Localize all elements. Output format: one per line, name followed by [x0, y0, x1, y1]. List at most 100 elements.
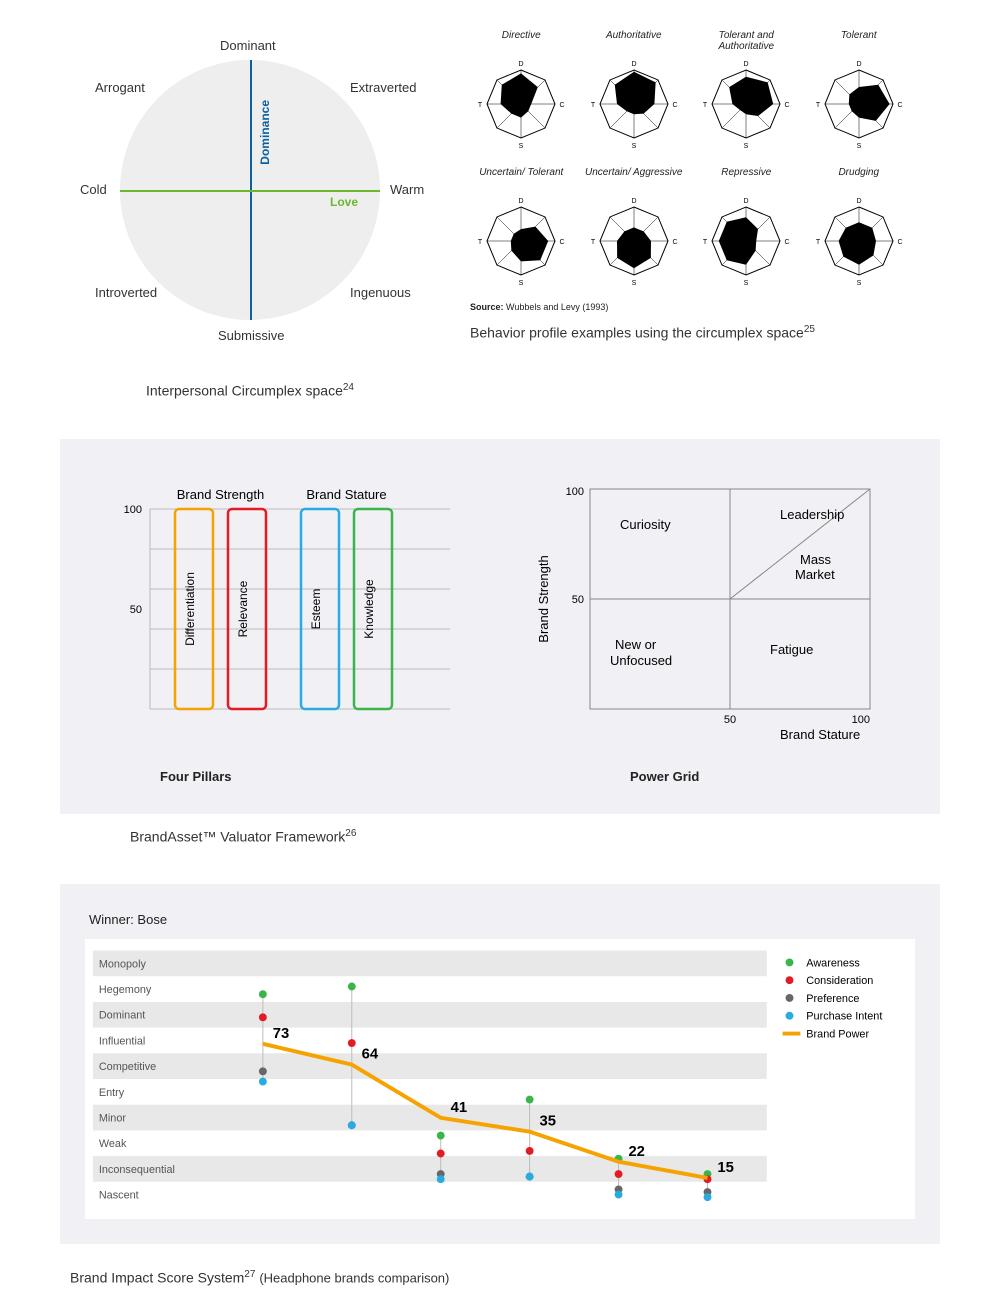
svg-text:Dominant: Dominant	[99, 1010, 145, 1022]
svg-text:Inconsequential: Inconsequential	[99, 1164, 175, 1176]
svg-text:C: C	[560, 102, 565, 109]
svg-text:S: S	[744, 143, 749, 150]
svg-text:Fatigue: Fatigue	[770, 642, 813, 657]
impact-panel: Winner: Bose Monopoly Hegemony Dominant Inf…	[60, 884, 940, 1244]
svg-text:S: S	[631, 143, 636, 150]
radar-profiles: DirectiveDCSTAuthoritativeDCSTTolerant a…	[470, 30, 910, 399]
svg-text:100: 100	[566, 486, 584, 498]
radar-repressive: RepressiveDCST	[695, 167, 798, 294]
svg-text:Weak: Weak	[99, 1138, 127, 1150]
svg-text:Consideration: Consideration	[806, 975, 873, 987]
powergrid-title: Power Grid	[630, 769, 900, 784]
svg-text:C: C	[897, 102, 902, 109]
svg-text:T: T	[816, 239, 821, 246]
pillars-title: Four Pillars	[160, 769, 460, 784]
impact-caption: Brand Impact Score System27 (Headphone b…	[70, 1269, 940, 1286]
svg-text:15: 15	[717, 1160, 733, 1176]
circumplex-diagram: Dominance Love Dominant Submissive Cold …	[60, 30, 440, 399]
brandasset-panel: 50 100 Differentiation Relevance Brand Stren…	[60, 439, 940, 814]
label-tl: Arrogant	[95, 80, 145, 95]
svg-text:Brand Strength: Brand Strength	[177, 487, 264, 502]
svg-text:50: 50	[130, 604, 142, 616]
svg-text:Market: Market	[795, 567, 835, 582]
svg-text:50: 50	[572, 594, 584, 606]
svg-text:C: C	[672, 102, 677, 109]
svg-text:Brand Power: Brand Power	[806, 1029, 869, 1041]
svg-text:Preference: Preference	[806, 993, 859, 1005]
svg-text:S: S	[744, 280, 749, 287]
svg-text:Leadership: Leadership	[780, 507, 844, 522]
svg-text:73: 73	[273, 1026, 289, 1042]
svg-text:Brand Stature: Brand Stature	[306, 487, 386, 502]
svg-text:D: D	[631, 198, 636, 205]
svg-text:Brand Stature: Brand Stature	[780, 727, 860, 742]
label-left: Cold	[80, 182, 107, 197]
radar-drudging: DrudgingDCST	[808, 167, 911, 294]
svg-text:Monopoly: Monopoly	[99, 959, 147, 971]
svg-text:D: D	[519, 198, 524, 205]
radar-uncertain-tolerant: Uncertain/ TolerantDCST	[470, 167, 573, 294]
svg-text:Awareness: Awareness	[806, 958, 860, 970]
svg-text:T: T	[703, 239, 708, 246]
dominance-axis-label: Dominance	[258, 100, 272, 165]
svg-text:New or: New or	[615, 637, 657, 652]
svg-text:35: 35	[540, 1114, 556, 1130]
svg-text:C: C	[560, 239, 565, 246]
radar-source: Source: Wubbels and Levy (1993)	[470, 302, 910, 312]
power-grid-chart: CuriosityLeadershipMassMarketNew orUnfoc…	[520, 469, 900, 784]
radar-caption: Behavior profile examples using the circ…	[470, 324, 910, 341]
label-right: Warm	[390, 182, 424, 197]
svg-text:D: D	[856, 61, 861, 68]
svg-text:T: T	[703, 102, 708, 109]
svg-text:D: D	[856, 198, 861, 205]
svg-text:Esteem: Esteem	[309, 588, 323, 629]
svg-text:Relevance: Relevance	[236, 580, 250, 637]
svg-text:S: S	[856, 143, 861, 150]
svg-text:D: D	[631, 61, 636, 68]
svg-text:T: T	[591, 102, 596, 109]
radar-directive: DirectiveDCST	[470, 30, 573, 157]
svg-text:S: S	[519, 143, 524, 150]
svg-text:100: 100	[124, 504, 142, 516]
svg-text:T: T	[591, 239, 596, 246]
svg-text:Differentiation: Differentiation	[183, 572, 197, 646]
svg-text:C: C	[672, 239, 677, 246]
svg-text:C: C	[785, 239, 790, 246]
svg-text:C: C	[785, 102, 790, 109]
svg-text:Purchase Intent: Purchase Intent	[806, 1011, 882, 1023]
svg-text:Knowledge: Knowledge	[362, 579, 376, 639]
love-axis	[120, 190, 380, 192]
svg-text:D: D	[519, 61, 524, 68]
brandasset-caption: BrandAsset™ Valuator Framework26	[130, 828, 940, 845]
svg-text:Competitive: Competitive	[99, 1061, 156, 1073]
label-br: Ingenuous	[350, 285, 411, 300]
svg-text:Curiosity: Curiosity	[620, 517, 671, 532]
winner-line: Winner: Bose	[89, 912, 915, 927]
svg-text:Minor: Minor	[99, 1113, 127, 1125]
svg-text:T: T	[478, 239, 483, 246]
label-tr: Extraverted	[350, 80, 416, 95]
svg-text:S: S	[856, 280, 861, 287]
svg-text:Hegemony: Hegemony	[99, 984, 152, 996]
svg-text:41: 41	[451, 1100, 467, 1116]
svg-text:Entry: Entry	[99, 1087, 125, 1099]
svg-text:Mass: Mass	[800, 552, 832, 567]
svg-text:Influential: Influential	[99, 1036, 146, 1048]
svg-text:T: T	[816, 102, 821, 109]
circumplex-caption: Interpersonal Circumplex space24	[60, 382, 440, 399]
svg-text:100: 100	[852, 714, 870, 726]
svg-text:S: S	[519, 280, 524, 287]
radar-authoritative: AuthoritativeDCST	[583, 30, 686, 157]
svg-text:S: S	[631, 280, 636, 287]
svg-text:Brand Strength: Brand Strength	[536, 555, 551, 642]
impact-chart: Monopoly Hegemony Dominant Influential Compe…	[85, 939, 915, 1219]
svg-text:T: T	[478, 102, 483, 109]
svg-text:64: 64	[362, 1047, 379, 1063]
label-bottom: Submissive	[218, 328, 284, 343]
svg-text:22: 22	[628, 1144, 644, 1160]
four-pillars-chart: 50 100 Differentiation Relevance Brand Stren…	[100, 469, 460, 784]
svg-text:D: D	[744, 198, 749, 205]
svg-text:50: 50	[724, 714, 736, 726]
label-bl: Introverted	[95, 285, 157, 300]
radar-uncertain-aggressive: Uncertain/ AggressiveDCST	[583, 167, 686, 294]
